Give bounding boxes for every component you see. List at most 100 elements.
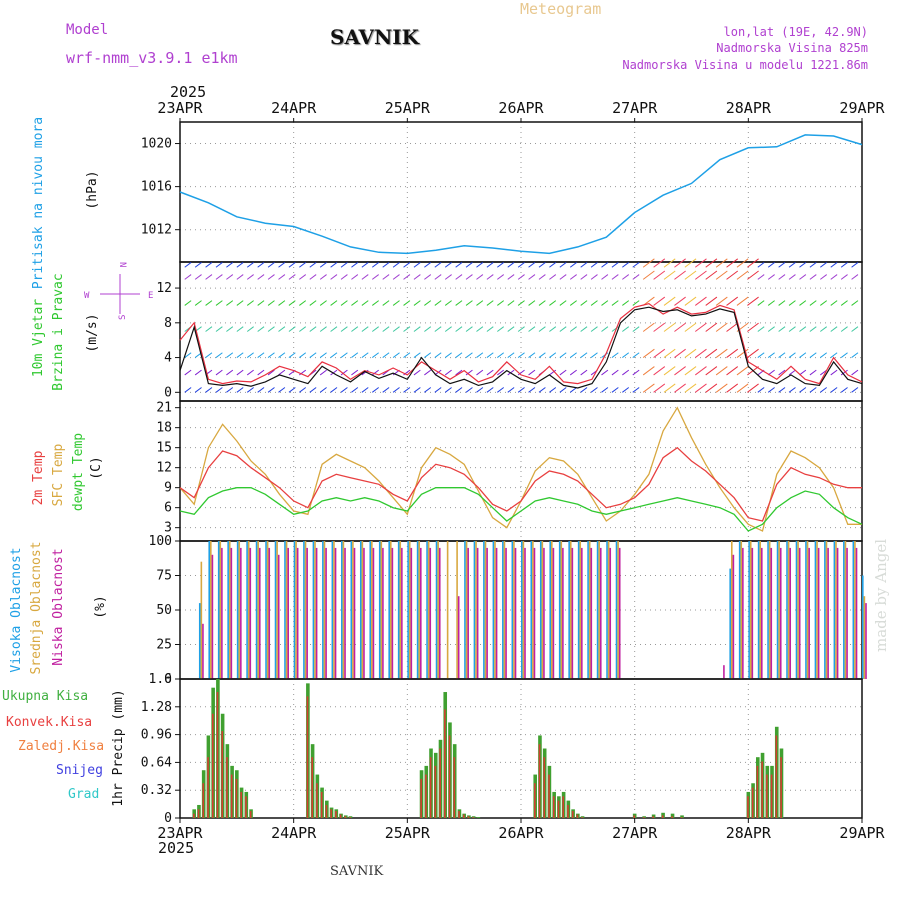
cloud-mid-bar	[569, 541, 572, 679]
wind-barb	[590, 352, 598, 358]
wind-barb	[559, 326, 567, 332]
wind-barb	[194, 274, 202, 280]
cloud-mid-bar	[759, 541, 762, 679]
cloud-low-bar	[230, 547, 233, 679]
precip-conv-bar	[756, 765, 759, 818]
wind-barb	[663, 258, 676, 268]
precip-conv-bar	[344, 816, 347, 818]
wind-barb	[507, 262, 515, 268]
wind-barb	[278, 326, 286, 332]
wind-barb	[340, 274, 348, 280]
wind-barb	[653, 348, 666, 358]
wind-barb	[205, 352, 213, 358]
precip-total-bar	[680, 815, 684, 818]
wind-barb	[236, 262, 244, 268]
wind-barb	[767, 274, 775, 280]
precip-conv-bar	[335, 811, 337, 818]
cloud-mid-bar	[276, 541, 278, 679]
wind-barb	[382, 300, 390, 306]
cloud-low-bar	[581, 547, 583, 679]
wind-barb	[392, 262, 400, 268]
wind-barb	[757, 274, 765, 280]
wind-barb	[611, 262, 619, 268]
wind-barb	[507, 326, 515, 332]
dewpoint-line	[179, 487, 863, 532]
cloud-mid-bar	[437, 541, 439, 679]
cloud-mid-bar	[389, 541, 392, 679]
precip-conv-bar	[221, 731, 224, 818]
wind-barb	[330, 387, 338, 393]
precip-legend-snow: Snijeg	[56, 763, 103, 778]
wind-barb	[663, 348, 676, 358]
wind-barb	[684, 270, 697, 280]
wind-barb	[684, 322, 697, 332]
wind-barb	[674, 270, 686, 280]
precip-conv-bar	[661, 815, 664, 818]
wind-barb	[424, 300, 432, 306]
precip-legend-total: Ukupna Kisa	[2, 689, 88, 704]
cloud-mid-bar	[768, 541, 771, 679]
wind-barb	[330, 300, 338, 306]
cloud-low-bar	[609, 547, 612, 679]
wind-barb	[820, 300, 828, 306]
x-tick-label-bottom: 29APR	[839, 824, 885, 842]
cloud-high-bar	[483, 541, 485, 679]
y-tick-label: 6	[164, 501, 172, 516]
wind-barb	[497, 352, 505, 358]
cloud-low-bar	[571, 547, 574, 679]
wind-barb	[757, 387, 765, 393]
wind-barb	[611, 387, 619, 393]
wind-barb	[549, 262, 557, 268]
cloud-mid-bar	[446, 541, 449, 679]
wind-barb	[226, 262, 234, 268]
x-tick-label-bottom: 25APR	[385, 824, 431, 842]
wind-barb	[851, 369, 859, 376]
y-tick-label: 1.28	[141, 700, 172, 715]
wind-barb	[403, 326, 411, 332]
cloud-high-bar	[738, 541, 741, 679]
wind-barb	[424, 262, 432, 268]
wind-barb	[851, 300, 859, 306]
wind-barb	[278, 369, 286, 376]
cloud-high-bar	[350, 541, 353, 679]
wind-barb	[215, 387, 223, 393]
wind-barb	[559, 262, 567, 268]
cloud-low-bar	[779, 547, 782, 679]
wind-barb	[267, 300, 275, 306]
wind-barb	[382, 352, 390, 358]
wind-barb	[476, 387, 484, 393]
x-tick-label-bottom: 23APR	[157, 824, 203, 842]
wind-barb	[851, 274, 859, 280]
wind-barb	[444, 274, 452, 280]
wind-barb	[694, 366, 707, 376]
precip-total-bar	[476, 817, 481, 818]
precip-conv-bar	[245, 796, 247, 818]
wind-barb	[267, 387, 275, 393]
wind-barb	[507, 387, 515, 393]
wind-barb	[726, 348, 739, 358]
wind-barb	[486, 262, 494, 268]
wind-barb	[476, 262, 484, 268]
wind-barb	[705, 322, 718, 332]
wind-barb	[747, 322, 759, 332]
wind-barb	[549, 369, 557, 376]
x-tick-label-top: 29APR	[839, 99, 885, 117]
wind-barb	[694, 270, 707, 280]
cloud-mid-bar	[418, 541, 421, 679]
precip-conv-bar	[642, 817, 645, 818]
cloud-mid-bar	[200, 561, 203, 679]
wind-barb	[497, 326, 505, 332]
wind-barb	[611, 274, 619, 280]
wind-barb	[299, 326, 307, 332]
precip-conv-bar	[320, 791, 323, 818]
cloud-high-bar	[274, 541, 277, 679]
wind-barb	[820, 274, 828, 280]
wind-barb	[392, 274, 400, 280]
temp-unit: (C)	[89, 456, 104, 479]
wind-barb	[403, 300, 411, 306]
wind-barb	[747, 348, 759, 358]
wind-barb	[580, 274, 588, 280]
wind-barb	[340, 300, 348, 306]
cloud-high-bar	[492, 541, 495, 679]
